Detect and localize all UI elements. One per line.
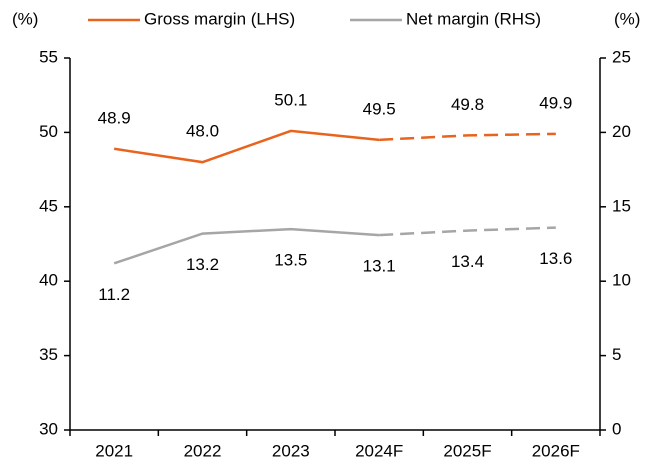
y-axis-label: (%) [12, 9, 38, 28]
x-tick-label: 2023 [272, 441, 310, 460]
x-tick-label: 2024F [355, 441, 403, 460]
legend-label: Net margin (RHS) [406, 9, 541, 28]
data-label: 13.4 [451, 252, 484, 271]
y2-tick-label: 0 [612, 419, 621, 438]
data-label: 49.8 [451, 95, 484, 114]
data-label: 50.1 [274, 90, 307, 109]
data-label: 49.5 [363, 99, 396, 118]
y2-tick-label: 20 [612, 122, 631, 141]
data-label: 48.0 [186, 122, 219, 141]
x-tick-label: 2025F [443, 441, 491, 460]
series-line [113, 227, 380, 265]
series-line [379, 132, 556, 142]
y-tick-label: 35 [39, 345, 58, 364]
x-tick-label: 2022 [184, 441, 222, 460]
data-label: 48.9 [98, 108, 131, 127]
y2-tick-label: 5 [612, 345, 621, 364]
series-line [113, 129, 380, 164]
data-label: 49.9 [539, 93, 572, 112]
y2-axis-label: (%) [614, 9, 640, 28]
y2-tick-label: 25 [612, 47, 631, 66]
x-tick-label: 2021 [95, 441, 133, 460]
y-tick-label: 55 [39, 47, 58, 66]
y2-tick-label: 10 [612, 271, 631, 290]
data-label: 13.1 [363, 257, 396, 276]
x-tick-label: 2026F [532, 441, 580, 460]
y-tick-label: 30 [39, 419, 58, 438]
legend-label: Gross margin (LHS) [144, 9, 295, 28]
y-tick-label: 45 [39, 196, 58, 215]
data-label: 13.2 [186, 255, 219, 274]
data-label: 13.6 [539, 249, 572, 268]
data-label: 13.5 [274, 251, 307, 270]
y-tick-label: 50 [39, 122, 58, 141]
series-line [379, 226, 556, 237]
y-tick-label: 40 [39, 271, 58, 290]
y2-tick-label: 15 [612, 196, 631, 215]
data-label: 11.2 [98, 285, 130, 304]
